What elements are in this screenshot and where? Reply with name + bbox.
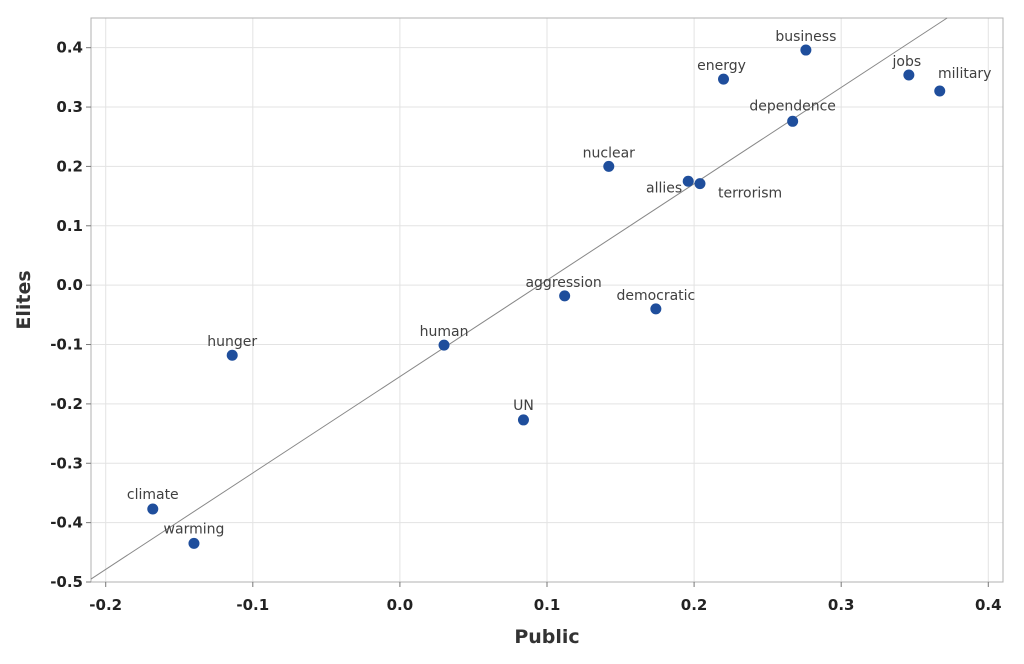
y-tick-label: 0.2 — [56, 157, 83, 175]
y-tick-label: -0.5 — [50, 573, 83, 591]
point-label-nuclear: nuclear — [583, 145, 636, 161]
y-tick-label: 0.3 — [56, 98, 83, 116]
x-tick-label: -0.2 — [89, 596, 122, 614]
data-points — [147, 44, 946, 549]
data-point-aggression — [559, 290, 571, 302]
y-tick-label: -0.3 — [50, 454, 83, 472]
point-label-aggression: aggression — [525, 275, 601, 291]
x-tick-label: 0.2 — [681, 596, 708, 614]
data-point-allies — [682, 175, 694, 187]
data-point-terrorism — [694, 178, 706, 190]
x-tick-label: -0.1 — [236, 596, 269, 614]
point-label-business: business — [775, 29, 836, 45]
point-labels: business energy jobs military dependence nucl… — [127, 29, 992, 537]
y-tick-label: 0.0 — [56, 276, 83, 294]
data-point-un — [517, 414, 529, 426]
point-label-democratic: democratic — [616, 288, 695, 304]
data-point-energy — [718, 73, 730, 85]
data-point-jobs — [903, 69, 915, 81]
reference-line — [90, 17, 948, 580]
data-point-human — [438, 339, 450, 351]
data-point-warming — [188, 537, 200, 549]
data-point-dependence — [787, 115, 799, 127]
x-tick-label: 0.4 — [975, 596, 1002, 614]
grid-lines — [91, 18, 1003, 583]
y-tick-label: -0.4 — [50, 514, 83, 532]
point-label-jobs: jobs — [892, 54, 922, 70]
point-label-military: military — [938, 66, 991, 82]
x-tick-label: 0.3 — [828, 596, 855, 614]
data-point-military — [934, 85, 946, 97]
data-point-business — [800, 44, 812, 56]
data-point-nuclear — [603, 160, 615, 172]
axes: -0.2 -0.1 0.0 0.1 0.2 0.3 0.4 0.4 0.3 0.2 0.1 0.0 -0… — [50, 39, 1001, 614]
point-label-climate: climate — [127, 487, 179, 503]
y-axis-title: Elites — [13, 270, 35, 329]
point-label-human: human — [420, 324, 469, 340]
data-point-climate — [147, 503, 159, 515]
point-label-energy: energy — [697, 58, 746, 74]
y-tick-label: -0.1 — [50, 336, 83, 354]
point-label-hunger: hunger — [207, 334, 257, 350]
point-label-terrorism: terrorism — [718, 186, 782, 202]
y-tick-label: -0.2 — [50, 395, 83, 413]
point-label-dependence: dependence — [749, 98, 836, 114]
point-label-warming: warming — [164, 521, 225, 537]
x-tick-label: 0.0 — [387, 596, 414, 614]
y-tick-label: 0.1 — [56, 217, 83, 235]
data-point-democratic — [650, 303, 662, 315]
point-label-un: UN — [513, 398, 534, 414]
data-point-hunger — [226, 349, 238, 361]
y-tick-label: 0.4 — [56, 39, 83, 57]
x-tick-label: 0.1 — [534, 596, 561, 614]
x-axis-title: Public — [514, 626, 579, 648]
point-label-allies: allies — [646, 180, 682, 196]
